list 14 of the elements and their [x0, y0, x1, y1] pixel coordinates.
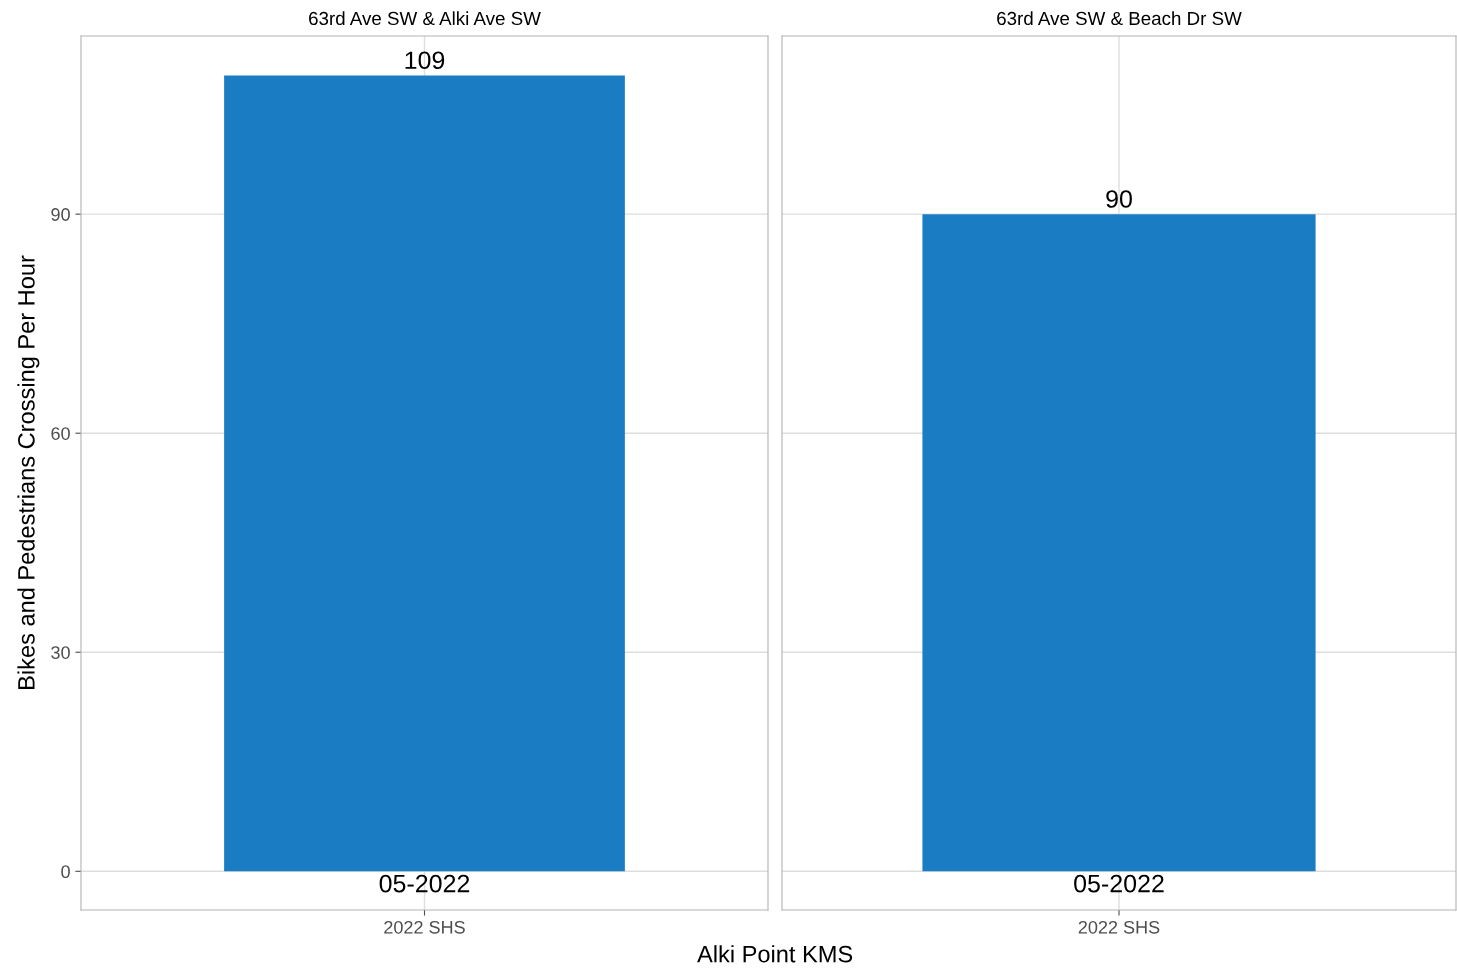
- annotation: 05-2022: [1074, 874, 1164, 893]
- y-tick-label: 30: [51, 646, 70, 659]
- annotation: 05-2022: [379, 874, 470, 893]
- x-tick-label: 2022 SHS: [384, 920, 465, 934]
- y-tick-label: 0: [61, 865, 70, 879]
- x-axis-title: Alki Point KMS: [697, 945, 853, 963]
- chart-title: 63rd Ave SW & Beach Dr SW: [997, 11, 1242, 26]
- y-tick-label: 60: [51, 427, 70, 440]
- data-label: 109: [405, 51, 445, 70]
- y-tick-label: 90: [51, 208, 70, 221]
- chart-title: 63rd Ave SW & Alki Ave SW: [309, 11, 541, 26]
- y-axis-title: Bikes and Pedestrians Crossing Per Hour: [17, 255, 40, 689]
- data-label: 90: [1106, 190, 1132, 208]
- x-tick-label: 2022 SHS: [1078, 920, 1160, 934]
